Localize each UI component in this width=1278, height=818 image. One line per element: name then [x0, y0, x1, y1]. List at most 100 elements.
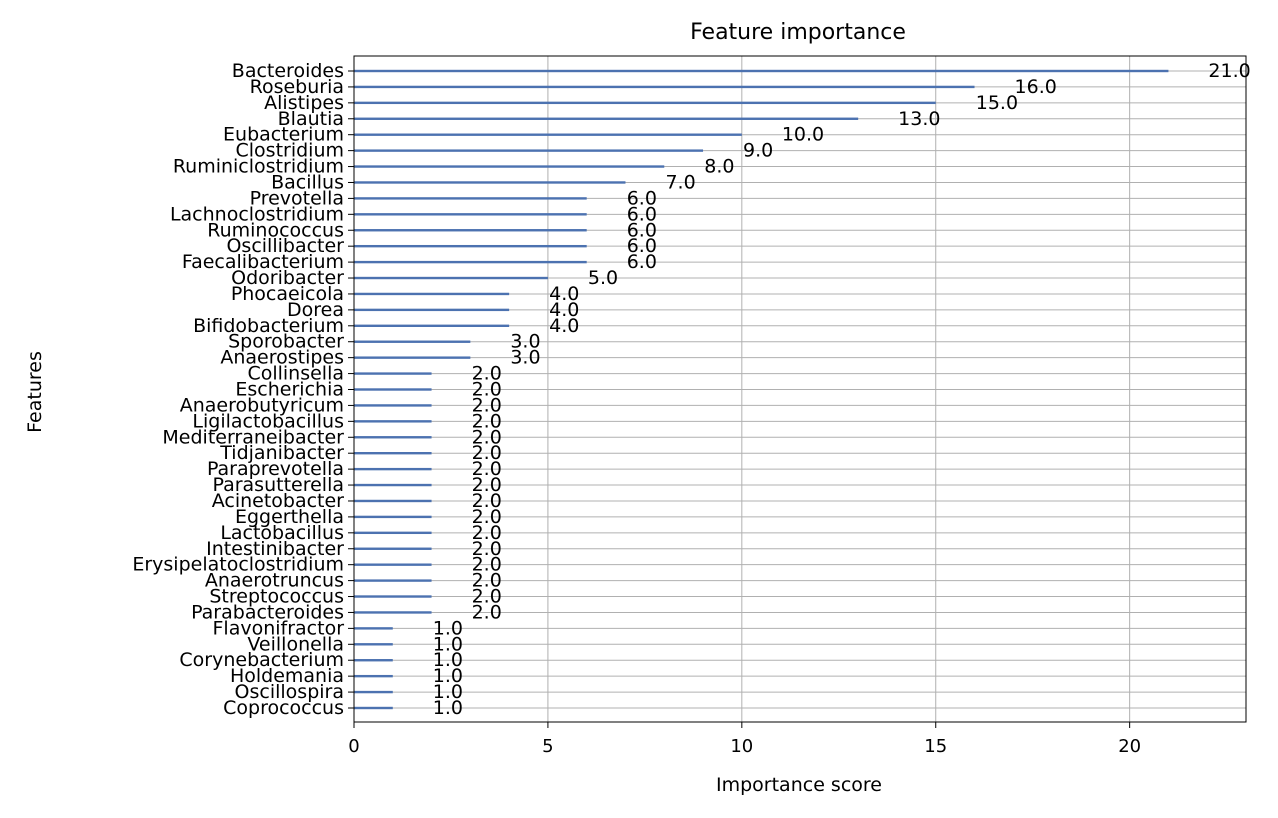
y-tick-label: Streptococcus — [209, 586, 344, 608]
bar-value-label: 7.0 — [665, 171, 695, 193]
y-tick-label: Anaerotruncus — [205, 570, 344, 592]
bar-value-label: 4.0 — [549, 315, 579, 337]
y-tick-label: Alistipes — [264, 92, 344, 114]
y-tick-label: Ligilactobacillus — [192, 410, 344, 432]
y-tick-label: Anaerobutyricum — [180, 394, 344, 416]
y-tick-label: Coprococcus — [223, 697, 344, 719]
bar — [354, 547, 432, 550]
y-tick-label: Veillonella — [247, 633, 344, 655]
bar — [354, 244, 587, 248]
bar-value-label: 10.0 — [782, 124, 824, 146]
bar — [354, 260, 587, 264]
bar — [354, 101, 936, 105]
x-tick-label: 5 — [542, 736, 553, 757]
bar-value-label: 3.0 — [510, 347, 540, 369]
y-tick-label: Tidjanibacter — [219, 442, 344, 464]
bar-value-label: 4.0 — [549, 283, 579, 305]
plot-area-frame — [353, 55, 1247, 723]
y-tick-label: Ruminiclostridium — [173, 156, 344, 178]
x-tick-label: 10 — [730, 736, 753, 757]
bar — [354, 452, 432, 455]
x-axis-ticks: 0 5 10 15 20 — [348, 722, 1141, 757]
bar — [354, 197, 587, 200]
bar-value-label: 2.0 — [472, 490, 502, 512]
bar-value-label: 21.0 — [1208, 60, 1250, 82]
y-tick-label: Phocaeicola — [231, 283, 344, 305]
bar — [354, 133, 742, 136]
bar-value-label: 16.0 — [1015, 76, 1057, 98]
bar-value-label: 2.0 — [472, 458, 502, 480]
y-tick-label: Bacillus — [271, 171, 344, 193]
bar-value-label: 6.0 — [627, 219, 657, 241]
y-tick-label: Blautia — [278, 108, 344, 130]
chart-title: Feature importance — [690, 20, 906, 45]
bar-value-label: 2.0 — [472, 426, 502, 448]
bar — [354, 165, 665, 168]
bar — [354, 563, 432, 566]
y-tick-label: Lachnoclostridium — [170, 203, 344, 225]
y-tick-label: Acinetobacter — [212, 490, 344, 512]
bar-value-label: 2.0 — [472, 586, 502, 608]
bar — [354, 229, 587, 232]
y-tick-label: Odoribacter — [231, 267, 344, 289]
bars — [354, 69, 1169, 710]
y-tick-label: Mediterraneibacter — [162, 426, 344, 448]
y-tick-label: Sporobacter — [228, 331, 344, 353]
y-tick-label: Holdemania — [230, 665, 344, 687]
y-tick-label: Parasutterella — [212, 474, 344, 496]
bar — [354, 627, 393, 630]
bar-value-label: 1.0 — [433, 649, 463, 671]
bar-value-label: 2.0 — [472, 363, 502, 385]
y-tick-label: Corynebacterium — [179, 649, 344, 671]
bar — [354, 85, 975, 89]
y-tick-label: Eubacterium — [223, 124, 344, 146]
bar — [354, 356, 471, 359]
y-tick-label: Parabacteroides — [191, 601, 344, 623]
y-axis-label: Features — [24, 351, 46, 433]
bar-value-label: 2.0 — [472, 379, 502, 401]
y-tick-label: Ruminococcus — [207, 219, 344, 241]
y-tick-label: Bifidobacterium — [193, 315, 344, 337]
bar-value-label: 6.0 — [627, 187, 657, 209]
y-tick-label: Oscillospira — [235, 681, 344, 703]
bar — [354, 483, 432, 487]
bar-value-label: 2.0 — [472, 474, 502, 496]
bar — [354, 499, 432, 503]
y-tick-label: Paraprevotella — [207, 458, 344, 480]
bar — [354, 308, 510, 312]
bar — [354, 181, 626, 184]
bar — [354, 117, 859, 120]
bar — [354, 372, 432, 375]
bar — [354, 579, 432, 582]
bar — [354, 690, 393, 694]
bar — [354, 595, 432, 598]
bar — [354, 149, 704, 152]
bar-value-label: 2.0 — [472, 506, 502, 528]
bar-value-label: 1.0 — [433, 633, 463, 655]
y-tick-label: Prevotella — [250, 187, 344, 209]
bar — [354, 659, 393, 662]
y-tick-label: Bacteroides — [232, 60, 344, 82]
bar-value-label: 6.0 — [627, 251, 657, 273]
bar — [354, 643, 393, 646]
x-tick-label: 20 — [1118, 736, 1141, 757]
bar-value-label: 6.0 — [627, 203, 657, 225]
value-labels: 21.016.015.013.010.09.08.07.06.06.06.06.… — [433, 60, 1251, 719]
bar-value-label: 1.0 — [433, 617, 463, 639]
bar-value-label: 9.0 — [743, 140, 773, 162]
bar-value-label: 2.0 — [472, 394, 502, 416]
y-tick-label: Roseburia — [250, 76, 344, 98]
bar-value-label: 2.0 — [472, 601, 502, 623]
bar-value-label: 2.0 — [472, 554, 502, 576]
bar — [354, 467, 432, 471]
bar-value-label: 2.0 — [472, 570, 502, 592]
bar — [354, 515, 432, 519]
y-tick-label: Dorea — [287, 299, 344, 321]
bar — [354, 531, 432, 535]
bar-value-label: 4.0 — [549, 299, 579, 321]
bar — [354, 69, 1169, 73]
bar-value-label: 3.0 — [510, 331, 540, 353]
bar-value-label: 2.0 — [472, 442, 502, 464]
bar — [354, 388, 432, 391]
